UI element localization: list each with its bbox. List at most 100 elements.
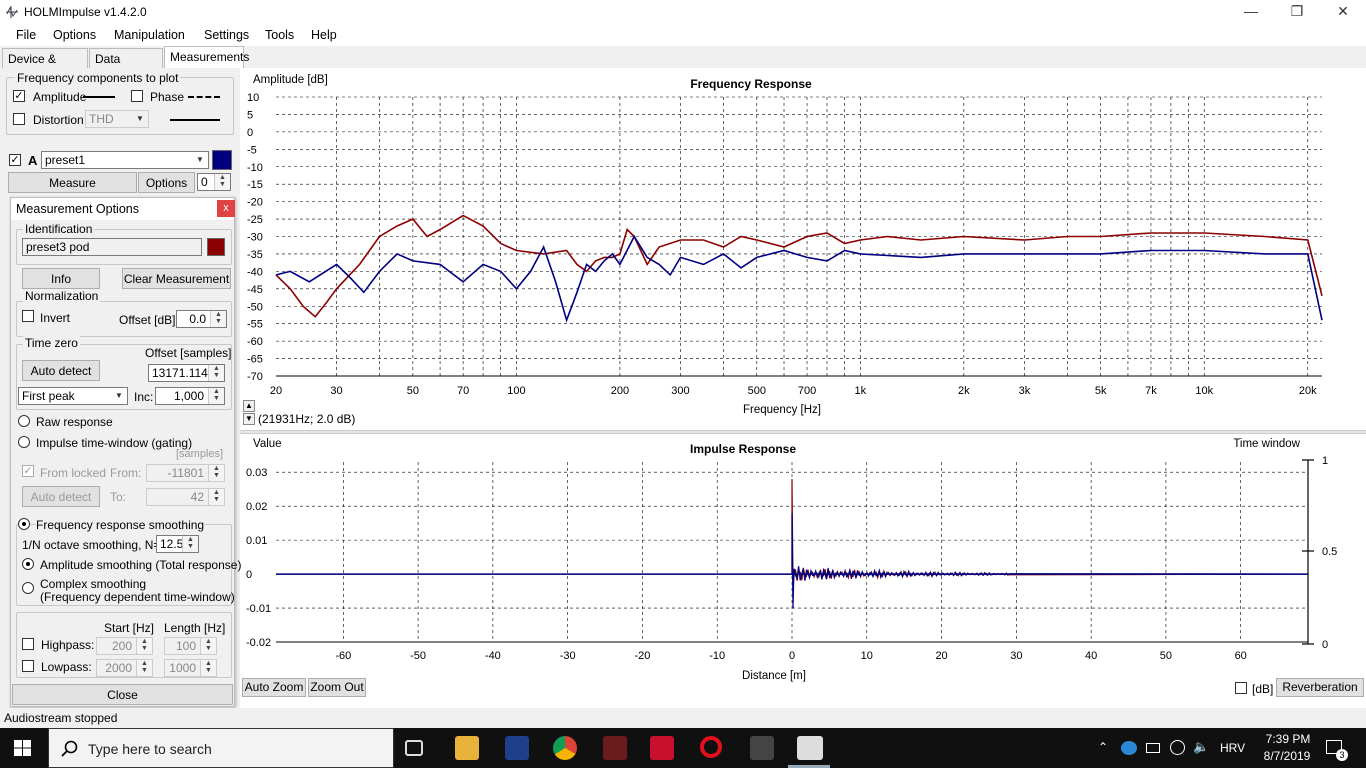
fr-x-tick-label: 10k [1195, 385, 1213, 397]
windows-start-icon[interactable] [14, 740, 32, 757]
ir-right-tick-label: 0 [1322, 639, 1328, 651]
autocad-icon[interactable] [650, 736, 674, 760]
game-app-icon[interactable] [603, 736, 627, 760]
taskbar-app-icon[interactable] [505, 736, 529, 760]
time-zero-auto-detect-button[interactable]: Auto detect [22, 360, 100, 381]
amplitude-smoothing-radio[interactable] [22, 558, 34, 570]
distortion-label: Distortion [33, 113, 84, 127]
fr-y-tick-label: -45 [247, 284, 263, 296]
distortion-checkbox[interactable] [13, 113, 25, 125]
start-hz-header: Start [Hz] [104, 621, 155, 635]
close-window-button[interactable]: ✕ [1337, 3, 1349, 19]
menu-bar: File Options Manipulation Settings Tools… [0, 24, 1366, 46]
menu-settings[interactable]: Settings [204, 28, 250, 42]
onedrive-icon[interactable] [1121, 741, 1137, 755]
measurement-a-color-swatch[interactable] [212, 150, 232, 170]
identification-group [16, 229, 232, 265]
clear-measurement-button[interactable]: Clear Measurement [122, 268, 231, 289]
fr-x-tick-label: 100 [507, 385, 525, 397]
time-zero-offset-field[interactable]: 13171.114 ▲ ▼ [148, 364, 225, 382]
close-button[interactable]: Close [12, 684, 233, 705]
menu-help[interactable]: Help [311, 28, 337, 42]
from-label: From: [110, 466, 142, 480]
smoothing-radio[interactable] [18, 518, 30, 530]
ir-x-tick-label: -60 [335, 650, 351, 662]
inc-field[interactable]: 1,000 ▲ ▼ [155, 387, 225, 405]
action-center-icon[interactable] [1326, 740, 1342, 754]
menu-file[interactable]: File [16, 28, 37, 42]
frequency-response-chart[interactable]: Frequency Response Amplitude [dB] Frequenc… [240, 68, 1366, 430]
smoothing-title: Frequency response smoothing [36, 518, 205, 532]
fr-y-tick-label: -20 [247, 197, 263, 209]
menu-options[interactable]: Options [53, 28, 97, 42]
normalization-group [16, 301, 232, 337]
taskbar-search-box[interactable]: Type here to search [48, 728, 394, 768]
ir-x-tick-label: 0 [789, 650, 795, 662]
file-explorer-icon[interactable] [455, 736, 479, 760]
lowpass-label: Lowpass: [41, 660, 92, 674]
calculator-icon[interactable] [750, 736, 774, 760]
menu-manipulation[interactable]: Manipulation [114, 28, 185, 42]
preset-select[interactable]: preset1 ▼ [41, 151, 209, 169]
clock-date[interactable]: 8/7/2019 [1263, 749, 1311, 763]
impulse-window-radio[interactable] [18, 436, 30, 448]
phase-checkbox[interactable] [131, 90, 143, 102]
raw-response-radio[interactable] [18, 415, 30, 427]
db-checkbox[interactable] [1235, 682, 1247, 694]
amplitude-checkbox[interactable]: ✓ [13, 90, 25, 102]
identification-color-swatch[interactable] [207, 238, 225, 256]
highpass-start-field: 200 ▲ ▼ [96, 637, 153, 655]
ir-x-tick-label: 60 [1235, 650, 1247, 662]
tab-device-signal[interactable]: Device & Signal [2, 48, 88, 80]
auto-zoom-button[interactable]: Auto Zoom [242, 678, 306, 697]
smoothing-n-field[interactable]: 12.5 ▲ ▼ [156, 535, 199, 553]
menu-tools[interactable]: Tools [265, 28, 295, 42]
lowpass-checkbox[interactable] [22, 660, 34, 672]
input-language[interactable]: HRV [1220, 741, 1246, 755]
fr-y-axis-title: Amplitude [dB] [253, 74, 328, 86]
options-button[interactable]: Options [138, 172, 195, 193]
complex-smoothing-sublabel: (Frequency dependent time-window) [40, 590, 235, 604]
restore-button[interactable]: ❐ [1290, 3, 1304, 19]
fr-x-tick-label: 50 [407, 385, 419, 397]
measure-button[interactable]: Measure [8, 172, 137, 193]
network-icon[interactable] [1170, 740, 1185, 755]
info-button[interactable]: Info [22, 268, 100, 289]
dialog-title-bar: Measurement Options x [11, 198, 235, 220]
amplitude-line-sample [83, 96, 115, 98]
measurement-a-checkbox[interactable]: ✓ [9, 154, 21, 166]
complex-smoothing-radio[interactable] [22, 582, 34, 594]
holmimpulse-taskbar-icon[interactable] [797, 736, 823, 760]
chart-splitter[interactable] [240, 430, 1366, 434]
dialog-close-icon[interactable]: x [217, 200, 235, 217]
impulse-response-chart[interactable]: Impulse Response Value Time window Distance… [240, 434, 1366, 708]
ir-x-tick-label: 40 [1085, 650, 1097, 662]
cursor-down-button[interactable]: ▼ [243, 413, 255, 425]
tab-measurements[interactable]: Measurements [164, 46, 249, 68]
time-zero-title: Time zero [23, 336, 80, 350]
identification-name-field[interactable]: preset3 pod [22, 238, 202, 256]
invert-checkbox[interactable] [22, 310, 34, 322]
chrome-icon[interactable] [553, 736, 577, 760]
time-zero-method-select[interactable]: First peak ▼ [18, 387, 128, 405]
task-view-icon[interactable] [405, 740, 423, 756]
ir-series-line-2 [276, 512, 1309, 609]
normalization-offset-field[interactable]: 0.0 ▲ ▼ [176, 310, 227, 328]
phase-label: Phase [150, 90, 185, 104]
cursor-up-button[interactable]: ▲ [243, 400, 255, 412]
opera-icon[interactable] [700, 736, 722, 758]
ir-y-axis-title: Value [253, 438, 282, 450]
zoom-out-button[interactable]: Zoom Out [308, 678, 366, 697]
measurement-counter[interactable]: 0 ▲ ▼ [197, 173, 231, 191]
ir-x-tick-label: -40 [485, 650, 501, 662]
minimize-button[interactable]: — [1244, 3, 1258, 19]
to-label: To: [110, 490, 127, 504]
highpass-checkbox[interactable] [22, 638, 34, 650]
tab-data-analysis[interactable]: Data analysis [89, 48, 163, 80]
volume-icon[interactable]: 🔈 [1193, 739, 1210, 754]
tray-chevron-icon[interactable]: ⌃ [1098, 740, 1109, 754]
reverberation-button[interactable]: Reverberation [1276, 678, 1364, 697]
clock-time[interactable]: 7:39 PM [1265, 732, 1311, 746]
fr-x-tick-label: 2k [958, 385, 970, 397]
battery-icon[interactable] [1146, 743, 1160, 753]
